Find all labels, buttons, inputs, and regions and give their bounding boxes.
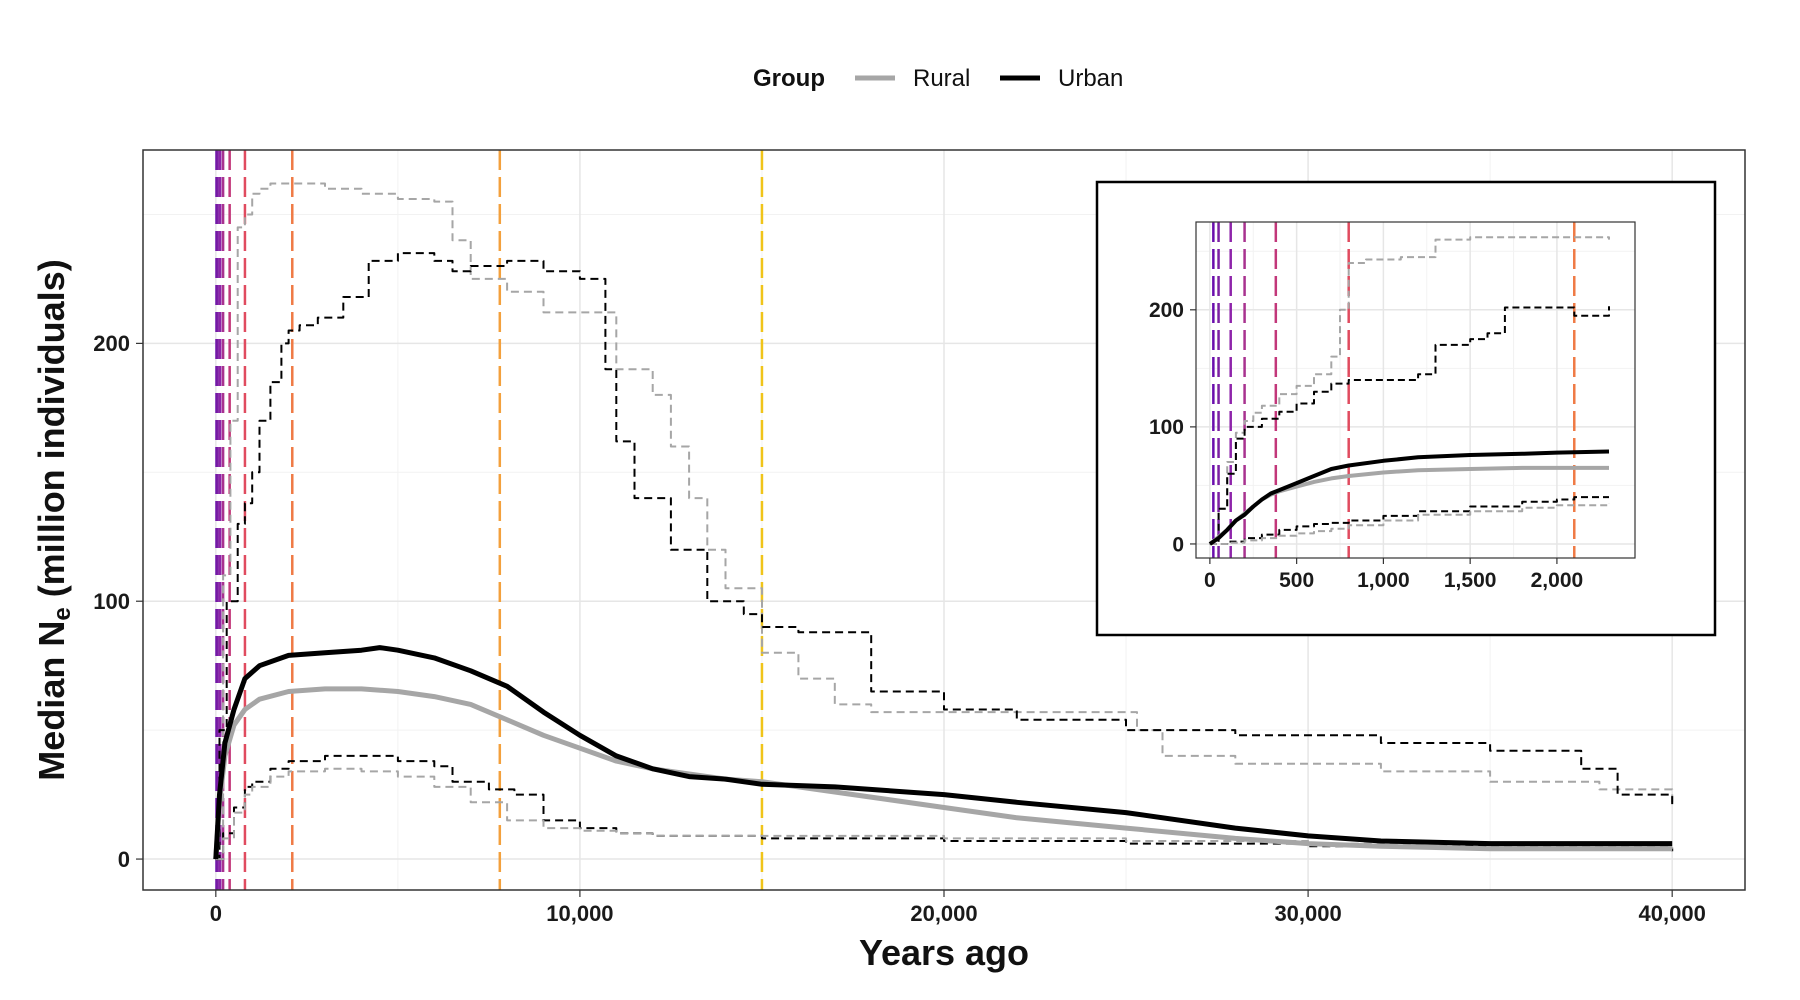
x-tick-label: 1,000 bbox=[1357, 569, 1410, 592]
y-tick-label: 0 bbox=[1172, 533, 1184, 556]
y-tick-label: 0 bbox=[118, 847, 130, 872]
inset-plot-border bbox=[1195, 221, 1636, 559]
series-line-urban-median bbox=[213, 645, 1673, 860]
legend-label-urban: Urban bbox=[1058, 65, 1123, 92]
inset-x-axis-ticks: 0 500 1,000 1,500 2,000 bbox=[1204, 558, 1583, 592]
series-line-rural-lower bbox=[1209, 503, 1610, 545]
x-tick-label: 0 bbox=[210, 901, 222, 926]
series-line-rural-lower bbox=[215, 767, 1674, 861]
x-tick-label: 2,000 bbox=[1531, 569, 1584, 592]
inset-y-axis-ticks: 0 100 200 bbox=[1149, 299, 1196, 556]
legend-label-rural: Rural bbox=[913, 65, 970, 92]
x-tick-label: 20,000 bbox=[910, 901, 977, 926]
x-tick-label: 10,000 bbox=[546, 901, 613, 926]
series-line-urban-median bbox=[1208, 449, 1610, 546]
inset-panel: 0 500 1,000 1,500 2,000 0 100 200 bbox=[1095, 180, 1717, 637]
y-axis-title-suffix: (million individuals) bbox=[31, 259, 72, 607]
inset-series-lines bbox=[1208, 236, 1610, 546]
series-line-rural-upper bbox=[1209, 236, 1610, 545]
x-tick-label: 30,000 bbox=[1274, 901, 1341, 926]
x-axis-title: Years ago bbox=[859, 932, 1029, 973]
series-line-urban-lower bbox=[215, 754, 1674, 861]
x-tick-label: 0 bbox=[1204, 569, 1216, 592]
y-tick-label: 200 bbox=[1149, 299, 1184, 322]
inset-plot-background bbox=[1196, 222, 1635, 558]
y-axis-ticks: 0 100 200 bbox=[93, 331, 143, 872]
y-tick-label: 100 bbox=[93, 589, 130, 614]
x-tick-label: 40,000 bbox=[1639, 901, 1706, 926]
inset-reference-lines bbox=[1212, 222, 1576, 558]
series-line-urban-upper bbox=[1209, 306, 1610, 545]
series-line-urban-upper bbox=[215, 252, 1674, 861]
y-axis-title-subscript: e bbox=[49, 607, 76, 620]
legend: Group Rural Urban bbox=[753, 65, 1123, 92]
series-line-urban-lower bbox=[1209, 496, 1609, 545]
y-tick-label: 100 bbox=[1149, 416, 1184, 439]
series-lines bbox=[213, 182, 1674, 861]
x-axis-ticks: 0 10,000 20,000 30,000 40,000 bbox=[210, 890, 1706, 926]
series-line-rural-median bbox=[213, 686, 1673, 860]
y-axis-title-prefix: Median N bbox=[31, 621, 72, 781]
y-tick-label: 200 bbox=[93, 331, 130, 356]
x-tick-label: 500 bbox=[1279, 569, 1314, 592]
x-tick-label: 1,500 bbox=[1444, 569, 1497, 592]
y-axis-title: Median Ne (million individuals) bbox=[31, 259, 76, 780]
legend-title: Group bbox=[753, 65, 825, 92]
